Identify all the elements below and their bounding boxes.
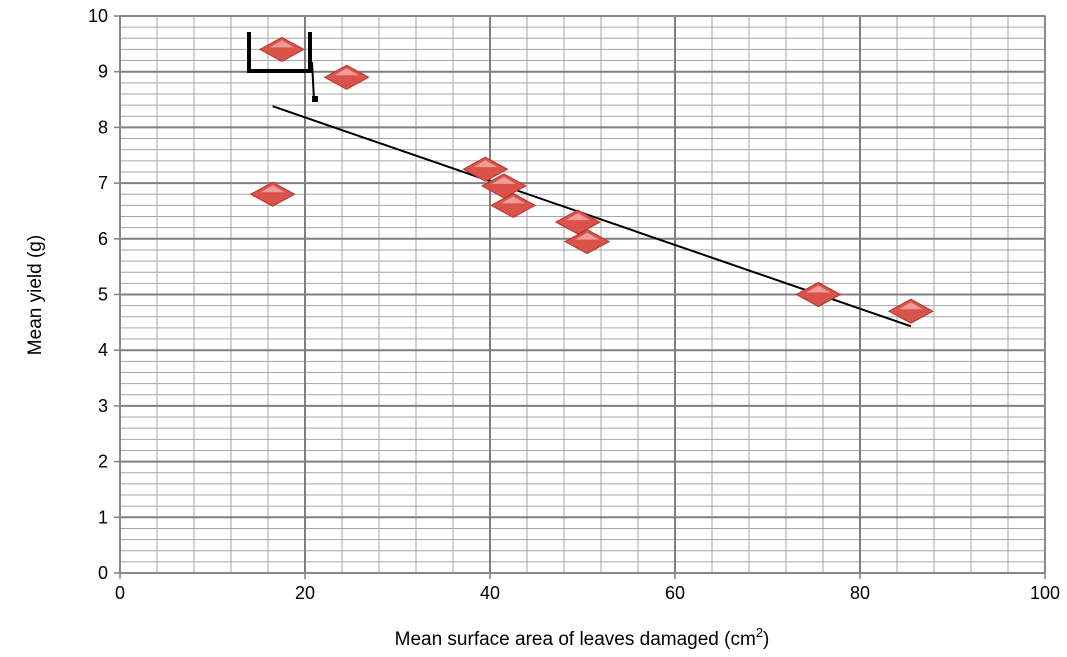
data-point-highlight [269,40,294,48]
data-point-highlight [565,213,590,221]
data-points [249,36,934,324]
x-tick-label: 60 [665,583,685,603]
data-point [490,192,537,218]
bracket-annotation [247,32,318,102]
data-point-marker [462,156,509,182]
data-point [323,64,370,90]
data-point-highlight [806,285,831,293]
y-tick-label: 9 [98,62,108,82]
y-tick-label: 4 [98,340,108,360]
y-tick-label: 7 [98,173,108,193]
data-point-marker [887,298,934,324]
y-tick-label: 2 [98,452,108,472]
data-point [795,281,842,308]
data-point-marker [323,64,370,90]
data-point-marker [564,229,611,255]
y-tick-label: 5 [98,285,108,305]
data-point-highlight [491,176,516,184]
x-tick-label: 0 [115,583,125,603]
y-tick-label: 6 [98,229,108,249]
data-point-marker [258,36,305,62]
x-axis: 0 20 40 60 80 100 [115,573,1060,603]
data-point [249,181,296,207]
data-point-highlight [898,302,923,310]
y-tick-label: 3 [98,396,108,416]
y-axis-title: Mean yield (g) [25,235,46,355]
data-point [462,156,509,182]
x-tick-label: 100 [1030,583,1060,603]
data-point [564,229,611,255]
x-axis-title: Mean surface area of leaves damaged (cm2… [395,625,770,650]
y-tick-label: 0 [98,563,108,583]
y-tick-label: 10 [88,6,108,26]
data-point-marker [480,173,527,199]
data-point [887,298,934,324]
data-point [258,36,305,62]
data-point-highlight [501,196,526,204]
x-tick-label: 80 [850,583,870,603]
data-point-marker [554,209,601,235]
x-tick-label: 40 [480,583,500,603]
y-tick-label: 8 [98,117,108,137]
data-point [480,173,527,199]
data-point [554,209,601,235]
data-point-marker [795,281,842,308]
x-tick-label: 20 [295,583,315,603]
data-point-highlight [473,160,498,168]
data-point-highlight [260,185,285,193]
y-axis: 0 1 2 3 4 5 6 7 8 9 10 [88,6,120,583]
data-point-highlight [334,68,359,76]
data-point-marker [490,192,537,218]
data-point-marker [249,181,296,207]
y-tick-label: 1 [98,507,108,527]
data-point-highlight [575,232,600,240]
